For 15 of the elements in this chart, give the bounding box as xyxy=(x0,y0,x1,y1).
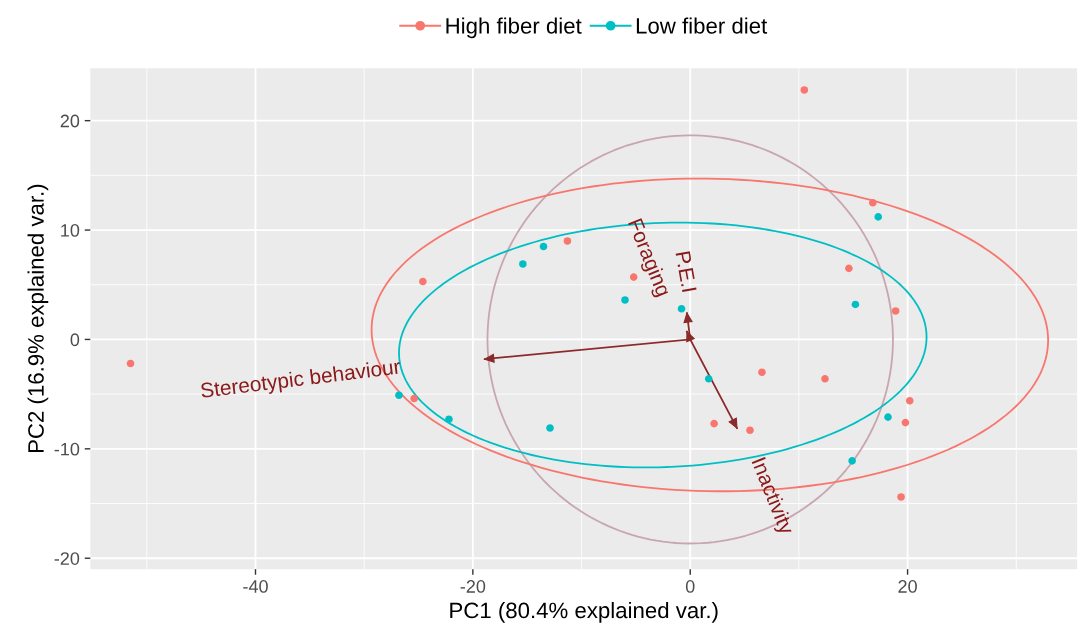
legend-label: Low fiber diet xyxy=(636,17,768,34)
annotation: Stereotypic behaviour xyxy=(200,358,402,403)
annotation: P.E.I xyxy=(675,251,697,293)
legend-label: High fiber diet xyxy=(446,17,582,39)
y-tick-label: 10 xyxy=(61,223,80,237)
x-tick-label: 0 xyxy=(685,580,695,593)
x-tick-label: -20 xyxy=(460,580,486,593)
y-tick-label: -10 xyxy=(54,442,80,456)
x-tick-label: 20 xyxy=(898,580,917,593)
x-tick-label: -40 xyxy=(243,580,268,593)
y-tick-label: 0 xyxy=(70,333,80,347)
y-tick-label: -20 xyxy=(54,552,80,565)
y-axis-title: PC2 (16.9% explained var.) xyxy=(27,184,49,453)
y-tick-label: 20 xyxy=(60,114,80,128)
x-axis-title: PC1 (80.4% explained var.) xyxy=(450,601,718,623)
